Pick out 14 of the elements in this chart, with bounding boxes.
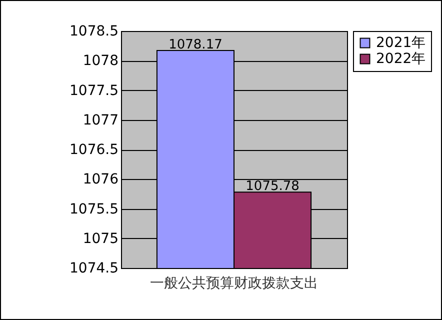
y-tick-label: 1078.5 (70, 24, 118, 40)
y-tick-label: 1077.5 (70, 82, 118, 99)
y-tick-label: 1075.5 (70, 201, 118, 218)
y-tick-label: 1078 (82, 53, 118, 70)
data-label: 1078.17 (168, 38, 222, 53)
x-tick-label: 一般公共预算财政拨款支出 (150, 276, 318, 292)
legend-label: 2021年 (376, 35, 426, 51)
y-tick-label: 1075 (82, 230, 118, 247)
data-label: 1075.78 (246, 179, 300, 194)
y-tick-label: 1074.5 (70, 260, 118, 276)
legend-label: 2022年 (376, 51, 426, 67)
y-tick-label: 1076 (82, 172, 119, 188)
y-tick-label: 1076.5 (70, 142, 118, 158)
y-tick-label: 1077 (82, 112, 118, 128)
